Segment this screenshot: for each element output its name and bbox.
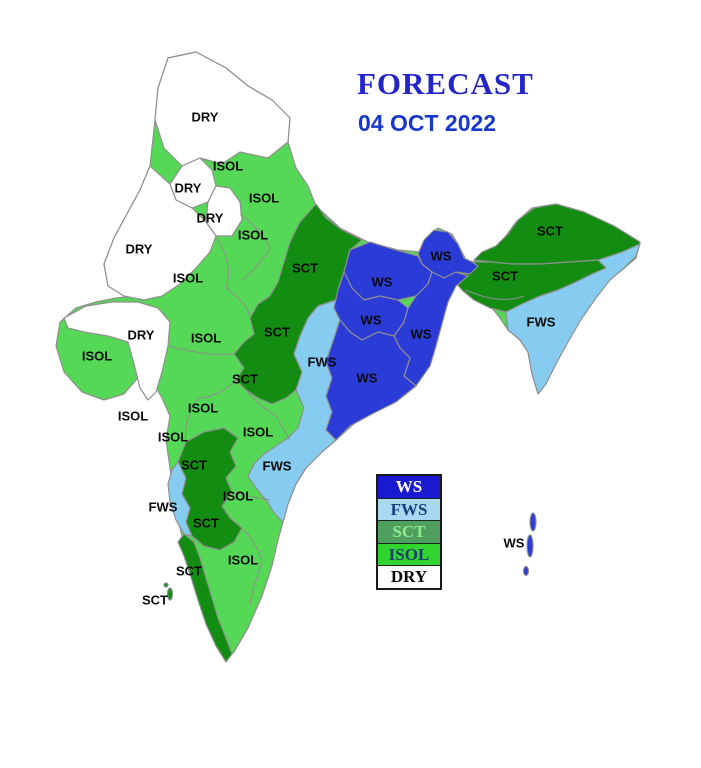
legend-item-ws: WS: [378, 476, 440, 498]
map-label-isol: ISOL: [158, 430, 188, 445]
region-kerala: [177, 533, 233, 663]
map-label-ws: WS: [411, 327, 432, 342]
map-label-dry: DRY: [197, 211, 224, 226]
forecast-date: 04 OCT 2022: [358, 110, 497, 136]
map-label-sct: SCT: [232, 372, 258, 387]
map-label-isol: ISOL: [188, 401, 218, 416]
map-label-sct: SCT: [264, 325, 290, 340]
map-label-fws: FWS: [308, 355, 337, 370]
island-lakshadweep: [166, 587, 174, 601]
map-label-isol: ISOL: [118, 409, 148, 424]
map-label-fws: FWS: [263, 459, 292, 474]
island-andaman-south: [522, 565, 530, 577]
forecast-legend: WS FWS SCT ISOL DRY: [376, 474, 442, 590]
map-label-ws: WS: [361, 313, 382, 328]
island-lakshadweep-dot: [163, 582, 169, 588]
map-label-sct: SCT: [537, 224, 563, 239]
map-label-ws: WS: [504, 536, 525, 551]
region-northeast-hills: [505, 243, 641, 395]
legend-item-fws: FWS: [378, 497, 440, 520]
map-label-isol: ISOL: [249, 191, 279, 206]
map-label-dry: DRY: [175, 181, 202, 196]
map-label-isol: ISOL: [213, 159, 243, 174]
map-label-sct: SCT: [176, 564, 202, 579]
map-label-isol: ISOL: [238, 228, 268, 243]
map-label-sct: SCT: [492, 269, 518, 284]
map-label-isol: ISOL: [191, 331, 221, 346]
region-coastal-karnataka: [167, 461, 193, 537]
map-label-ws: WS: [372, 275, 393, 290]
map-label-fws: FWS: [149, 500, 178, 515]
map-label-dry: DRY: [128, 328, 155, 343]
state-borders: [167, 213, 525, 605]
map-label-sct: SCT: [142, 593, 168, 608]
map-label-dry: DRY: [192, 110, 219, 125]
page-title: FORECAST: [357, 66, 534, 101]
region-jammu-kashmir: [154, 51, 291, 167]
map-label-ws: WS: [431, 249, 452, 264]
region-odisha: [325, 319, 417, 441]
map-label-isol: ISOL: [243, 425, 273, 440]
region-kutch-gujarat-strip: [63, 301, 171, 401]
island-andaman-north: [529, 512, 537, 532]
map-label-isol: ISOL: [228, 553, 258, 568]
map-label-dry: DRY: [126, 242, 153, 257]
map-label-ws: WS: [357, 371, 378, 386]
legend-item-isol: ISOL: [378, 542, 440, 565]
map-label-isol: ISOL: [173, 271, 203, 286]
island-andaman-middle: [526, 534, 534, 558]
legend-item-sct: SCT: [378, 520, 440, 543]
map-label-layer: DRYISOLDRYDRYISOLISOLDRYISOLSCTWSWSSCTSC…: [82, 110, 563, 608]
legend-item-dry: DRY: [378, 565, 440, 588]
map-label-isol: ISOL: [82, 349, 112, 364]
region-west-rajasthan: [103, 165, 217, 301]
map-label-sct: SCT: [193, 516, 219, 531]
map-label-isol: ISOL: [223, 489, 253, 504]
map-label-fws: FWS: [527, 315, 556, 330]
map-label-sct: SCT: [292, 261, 318, 276]
map-label-sct: SCT: [181, 458, 207, 473]
